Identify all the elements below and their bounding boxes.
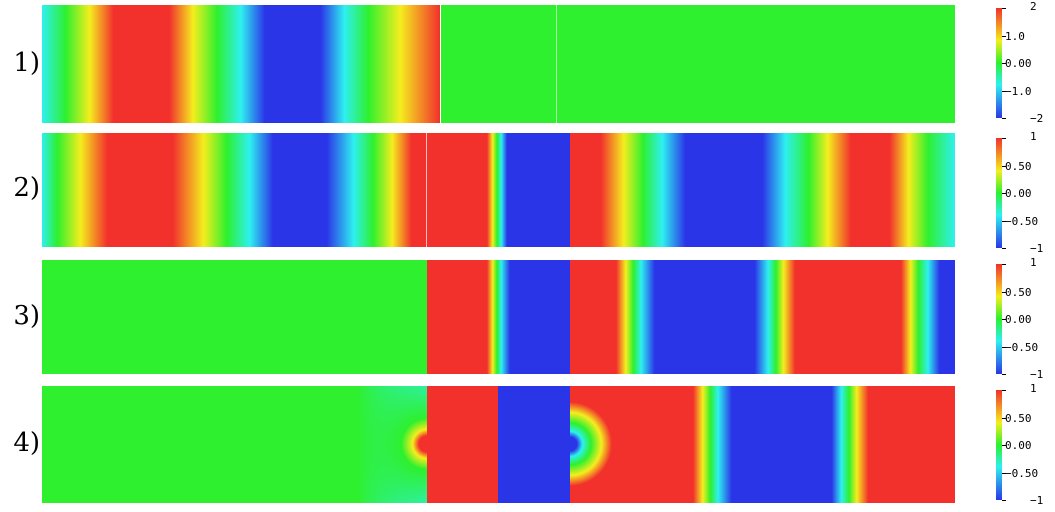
colorbar-tick-label: 1 — [1030, 382, 1037, 395]
colorbar-tick-mark — [1002, 166, 1006, 167]
colorbar-tick-label: 0.50 — [1005, 286, 1032, 299]
colorbar-tick-mark — [1002, 138, 1006, 139]
colorbar-tick-mark — [1002, 500, 1006, 501]
colorbar-tick-mark — [1002, 8, 1006, 9]
colorbar-2 — [996, 138, 1002, 248]
row-label-1: 1) — [13, 48, 40, 78]
colorbar-tick-label: −0.50 — [1005, 467, 1039, 480]
row-label-3: 3) — [13, 301, 40, 331]
colorbar-tick-label: 1 — [1030, 256, 1037, 269]
colorbar-tick-label: 0.00 — [1005, 57, 1032, 70]
colorbar-tick-label: −1 — [1030, 242, 1044, 255]
colorbar-tick-mark — [1002, 374, 1006, 375]
field-panel-3 — [42, 260, 955, 378]
colorbar-tick-mark — [1002, 264, 1006, 265]
field-panel-1 — [42, 5, 955, 123]
colorbar-tick-label: −1 — [1030, 368, 1044, 381]
colorbar-tick-label: −0.50 — [1005, 341, 1039, 354]
field-panel-3-svg — [42, 260, 955, 374]
colorbar-tick-mark — [1002, 221, 1006, 222]
field-panel-4 — [42, 386, 955, 504]
colorbar-tick-label: 1 — [1030, 130, 1037, 143]
field-panel-1-svg — [42, 5, 955, 123]
field-panel-2-svg — [42, 133, 955, 247]
colorbar-tick-label: −1.0 — [1005, 85, 1032, 98]
colorbar-1 — [996, 8, 1002, 118]
colorbar-tick-label: 2 — [1030, 0, 1037, 13]
colorbar-tick-label: 0.50 — [1005, 412, 1032, 425]
field-panel-4-svg — [42, 386, 955, 503]
colorbar-tick-mark — [1002, 118, 1006, 119]
colorbar-tick-mark — [1002, 292, 1006, 293]
colorbar-tick-mark — [1002, 36, 1006, 37]
colorbar-tick-mark — [1002, 91, 1006, 92]
colorbar-tick-mark — [1002, 193, 1006, 194]
colorbar-tick-mark — [1002, 418, 1006, 419]
colorbar-tick-label: −2 — [1030, 112, 1044, 125]
colorbar-tick-label: 1.0 — [1005, 30, 1025, 43]
colorbar-tick-label: 0.00 — [1005, 313, 1032, 326]
row-label-2: 2) — [13, 173, 40, 203]
colorbar-tick-mark — [1002, 473, 1006, 474]
colorbar-tick-mark — [1002, 347, 1006, 348]
colorbar-tick-mark — [1002, 319, 1006, 320]
colorbar-tick-mark — [1002, 63, 1006, 64]
row-label-4: 4) — [13, 428, 40, 458]
colorbar-tick-label: 0.50 — [1005, 160, 1032, 173]
colorbar-tick-label: 0.00 — [1005, 187, 1032, 200]
colorbar-4 — [996, 390, 1002, 500]
colorbar-tick-label: −1 — [1030, 494, 1044, 507]
colorbar-tick-mark — [1002, 445, 1006, 446]
colorbar-tick-mark — [1002, 390, 1006, 391]
colorbar-tick-label: 0.00 — [1005, 439, 1032, 452]
colorbar-3 — [996, 264, 1002, 374]
colorbar-tick-mark — [1002, 248, 1006, 249]
field-panel-2 — [42, 133, 955, 251]
colorbar-tick-label: −0.50 — [1005, 215, 1039, 228]
